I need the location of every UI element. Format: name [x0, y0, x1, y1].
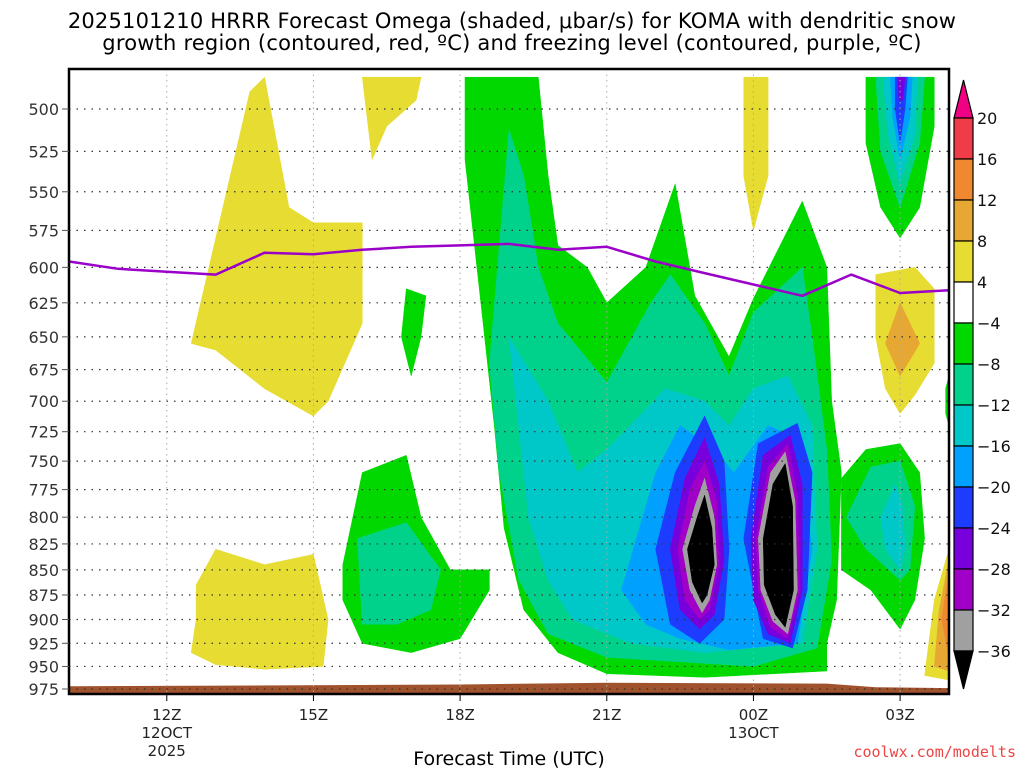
terrain-layer	[69, 682, 949, 694]
colorbar-swatch-12	[953, 609, 974, 652]
colorbar-swatch-9	[953, 486, 974, 529]
y-tick-label-650: 650	[28, 328, 59, 347]
omega-region-12	[941, 569, 949, 658]
colorbar-label-neg20: −20	[977, 478, 1011, 497]
colorbar: 20 16 12 8 4 −4 −8 −12 −16 −20 −24 −28 −32 −36	[953, 79, 1011, 690]
colorbar-label-neg24: −24	[977, 519, 1011, 538]
colorbar-swatch-11	[953, 568, 974, 611]
y-tick-label-775: 775	[28, 481, 59, 500]
y-tick-label-900: 900	[28, 610, 59, 629]
colorbar-label-neg12: −12	[977, 396, 1011, 415]
omega-region-neg24	[897, 76, 906, 101]
y-tick-label-525: 525	[28, 142, 59, 161]
omega-region-neg12	[880, 483, 906, 571]
x-tick-label-18Z: 18Z	[445, 706, 474, 724]
omega-region-neg8	[357, 522, 441, 625]
plot-frame	[67, 67, 951, 696]
freezing-level-line	[69, 242, 949, 298]
y-tick-label-925: 925	[28, 634, 59, 653]
x-tick-label-12Z: 12Z	[152, 706, 181, 724]
y-tick-label-550: 550	[28, 183, 59, 202]
y-tick-label-575: 575	[28, 221, 59, 240]
x-tick-label-03Z: 03Z	[885, 706, 914, 724]
y-tick-label-825: 825	[28, 535, 59, 554]
y-tick-label-800: 800	[28, 508, 59, 527]
credit-link[interactable]: coolwx.com/modelts	[853, 743, 1016, 761]
colorbar-swatch-6	[953, 363, 974, 406]
x-tick-label-2025: 2025	[148, 742, 186, 760]
y-tick-label-950: 950	[28, 657, 59, 676]
colorbar-swatch-0	[953, 117, 974, 160]
colorbar-label-neg32: −32	[977, 601, 1011, 620]
colorbar-label-neg36: −36	[977, 642, 1011, 661]
omega-region-4	[190, 548, 329, 670]
colorbar-label-16: 16	[977, 150, 997, 169]
omega-region-8	[885, 302, 920, 377]
colorbar-label-neg4: −4	[977, 314, 1001, 333]
colorbar-label-12: 12	[977, 191, 997, 210]
terrain-fill	[69, 682, 949, 694]
x-axis-label: Forecast Time (UTC)	[413, 748, 604, 768]
omega-region-neg36	[687, 494, 715, 604]
y-tick-label-625: 625	[28, 294, 59, 313]
omega-region-8	[934, 559, 949, 672]
colorbar-swatch-7	[953, 404, 974, 447]
colorbar-label-20: 20	[977, 109, 997, 128]
colorbar-label-8: 8	[977, 232, 987, 251]
colorbar-under-triangle	[953, 650, 974, 690]
y-tick-label-700: 700	[28, 392, 59, 411]
colorbar-label-4: 4	[977, 273, 987, 292]
y-tick-label-850: 850	[28, 561, 59, 580]
y-tick-label-875: 875	[28, 586, 59, 605]
omega-region-4	[743, 76, 769, 231]
colorbar-swatch-10	[953, 527, 974, 570]
omega-region-4	[362, 76, 422, 160]
freezing-level-layer	[69, 242, 949, 298]
x-tick-label-00Z: 00Z	[739, 706, 768, 724]
x-tick-label-15Z: 15Z	[299, 706, 328, 724]
colorbar-swatch-8	[953, 445, 974, 488]
colorbar-swatch-5	[953, 322, 974, 365]
omega-region-neg4	[401, 288, 427, 377]
colorbar-over-triangle	[953, 79, 974, 119]
colorbar-swatch-3	[953, 240, 974, 283]
y-tick-label-675: 675	[28, 361, 59, 380]
omega-region-4	[190, 76, 363, 417]
y-axis: 500 525 550 575 600 625 650 675 700 725 750 775 800 8…	[28, 100, 69, 699]
colorbar-swatch-1	[953, 158, 974, 201]
colorbar-swatch-4	[953, 281, 974, 324]
colorbar-label-neg8: −8	[977, 355, 1001, 374]
y-tick-label-975: 975	[28, 680, 59, 699]
y-tick-label-725: 725	[28, 423, 59, 442]
x-tick-label-12OCT: 12OCT	[142, 724, 193, 742]
chart-title-line-1: 2025101210 HRRR Forecast Omega (shaded, …	[67, 9, 957, 33]
y-tick-label-600: 600	[28, 258, 59, 277]
x-tick-label-21Z: 21Z	[592, 706, 621, 724]
omega-shaded-regions	[190, 76, 949, 681]
y-tick-label-500: 500	[28, 100, 59, 119]
chart-title-line-2: growth region (contoured, red, ºC) and f…	[102, 31, 922, 55]
omega-region-neg20	[894, 76, 908, 144]
colorbar-swatch-2	[953, 199, 974, 242]
y-tick-label-750: 750	[28, 452, 59, 471]
x-tick-label-13OCT: 13OCT	[728, 724, 779, 742]
colorbar-label-neg28: −28	[977, 560, 1011, 579]
colorbar-label-neg16: −16	[977, 437, 1011, 456]
